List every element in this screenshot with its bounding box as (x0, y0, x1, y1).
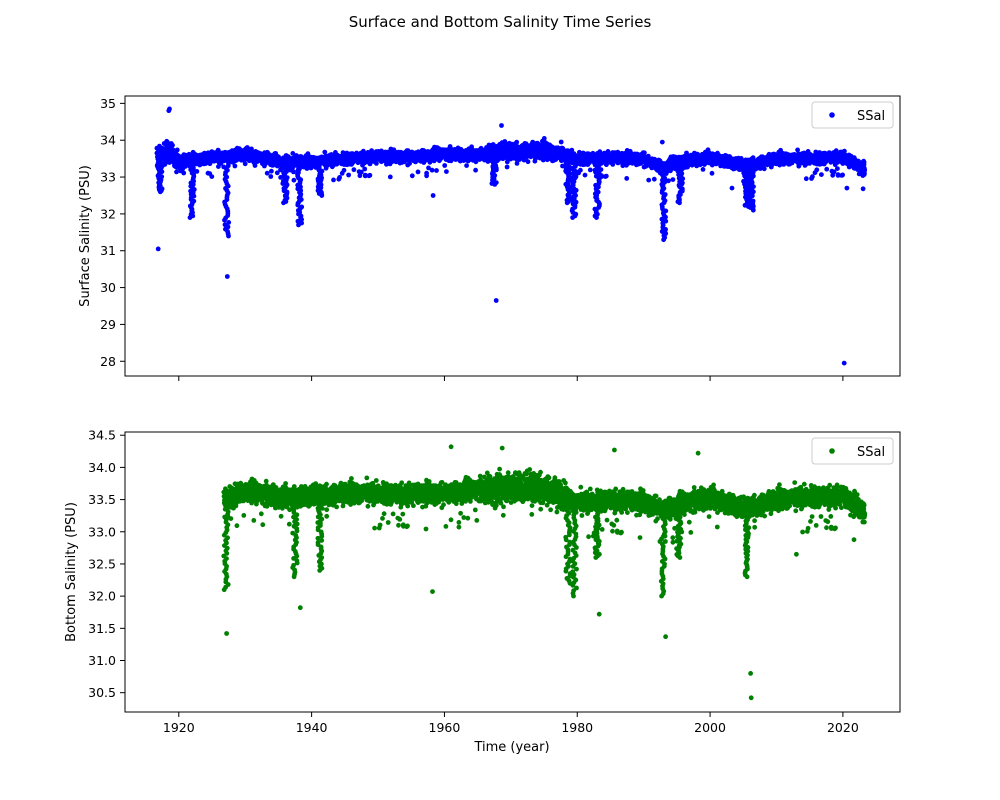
data-point (795, 147, 800, 153)
data-point (464, 163, 469, 169)
data-point (367, 172, 373, 178)
data-point (174, 147, 180, 153)
data-point (814, 167, 820, 173)
data-point (541, 136, 547, 141)
data-point (387, 174, 393, 180)
data-point (434, 168, 439, 173)
data-point (603, 173, 609, 179)
data-point (264, 170, 270, 176)
data-point (504, 164, 510, 170)
data-point (578, 167, 583, 173)
surface-salinity-points (154, 106, 868, 366)
data-point (351, 167, 357, 173)
data-point (291, 169, 296, 175)
data-point (646, 177, 652, 183)
data-point (473, 167, 478, 173)
data-point (424, 173, 429, 179)
data-point (269, 168, 274, 174)
data-point (514, 139, 520, 145)
data-point (242, 161, 248, 167)
data-point (761, 166, 767, 172)
data-point (209, 174, 215, 180)
data-point (525, 159, 531, 165)
data-point (810, 174, 815, 180)
data-point (670, 177, 676, 183)
figure-title: Surface and Bottom Salinity Time Series (349, 13, 652, 31)
data-point (610, 162, 616, 167)
data-point (582, 172, 588, 178)
data-point (558, 139, 564, 145)
data-point (409, 173, 415, 179)
data-point (819, 172, 824, 178)
data-point (170, 142, 175, 148)
data-point (362, 166, 368, 172)
data-point (249, 146, 254, 152)
data-point (415, 169, 421, 175)
data-point (587, 167, 593, 173)
data-point (824, 166, 830, 172)
data-point (346, 172, 351, 178)
data-point (444, 169, 449, 175)
data-point (232, 163, 238, 169)
data-point (642, 150, 647, 156)
data-point (291, 177, 297, 183)
data-point (651, 176, 657, 182)
data-point (268, 174, 274, 179)
data-point (709, 170, 715, 176)
data-point (442, 163, 448, 168)
data-point (429, 167, 435, 173)
data-point (700, 167, 706, 172)
data-point (181, 170, 187, 176)
data-point (252, 163, 258, 168)
data-point (374, 161, 379, 166)
data-point (337, 175, 342, 180)
data-point (174, 169, 179, 175)
data-point (624, 176, 630, 181)
data-point (341, 167, 347, 173)
data-point (803, 176, 809, 182)
data-point (331, 177, 336, 183)
